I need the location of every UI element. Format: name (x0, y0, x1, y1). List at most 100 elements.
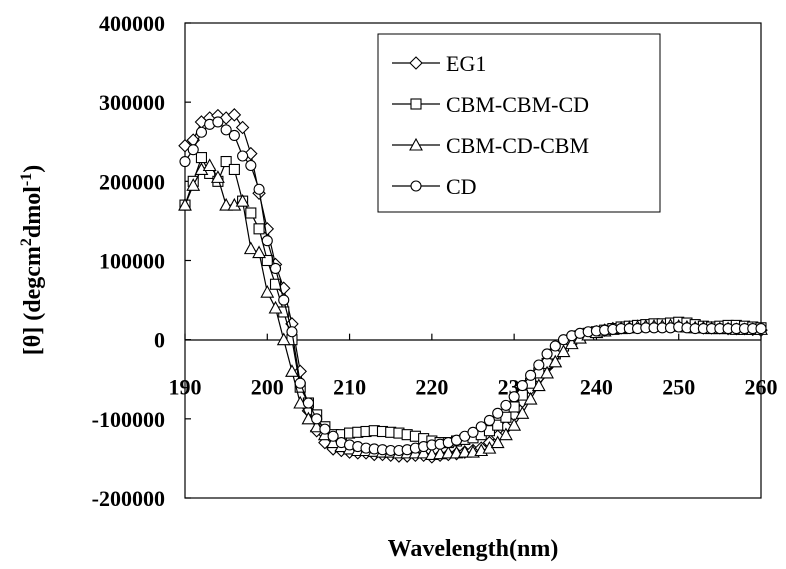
data-point (235, 193, 250, 207)
data-point (269, 262, 282, 274)
data-point (533, 359, 545, 371)
data-point (500, 399, 512, 411)
data-point (278, 294, 290, 306)
y-tick-label: 200000 (99, 169, 165, 194)
data-point (523, 391, 538, 405)
y-tick-label: 400000 (99, 11, 165, 36)
legend-item: EG1 (392, 51, 486, 76)
data-point (507, 418, 522, 431)
data-point (457, 444, 472, 458)
data-point (260, 285, 275, 298)
data-point (294, 377, 306, 389)
data-point (253, 223, 265, 235)
data-point (467, 426, 479, 438)
legend-item: CD (392, 174, 477, 199)
data-point (195, 152, 208, 164)
x-axis-ticks: 190 200 210 220 230 240 250 260 (169, 333, 778, 400)
y-tick-label: -100000 (92, 407, 165, 432)
data-point (212, 116, 224, 128)
y-tick-label: 100000 (99, 249, 165, 274)
legend-label: CD (446, 174, 477, 199)
y-tick-label: 0 (154, 328, 165, 353)
data-point (515, 406, 530, 419)
data-point (261, 235, 273, 247)
y-axis-ticks: -200000 -100000 0 100000 200000 300000 400000 (92, 11, 191, 511)
data-point (285, 364, 299, 377)
data-point (269, 278, 282, 290)
x-axis-title: Wavelength(nm) (388, 536, 559, 562)
legend-label: CBM-CD-CBM (446, 133, 589, 158)
data-point (416, 445, 431, 459)
x-tick-label: 240 (580, 375, 613, 400)
legend-item: CBM-CBM-CD (392, 92, 589, 117)
data-point (219, 197, 234, 211)
legend-marker (410, 180, 422, 192)
data-point (228, 163, 240, 176)
data-point (228, 129, 240, 141)
data-point (178, 197, 192, 211)
data-point (243, 241, 258, 255)
data-point (492, 419, 504, 431)
x-tick-label: 260 (745, 375, 778, 400)
data-point (498, 427, 513, 441)
data-point (549, 340, 561, 352)
legend-marker (410, 98, 422, 110)
data-point (516, 380, 528, 392)
data-point (245, 159, 257, 172)
data-point (508, 391, 520, 403)
data-point (327, 430, 339, 442)
data-point (540, 365, 554, 379)
x-tick-label: 190 (169, 375, 202, 400)
y-axis-title-part-2: dmol (20, 186, 46, 238)
data-point (302, 397, 314, 409)
x-tick-label: 250 (662, 375, 695, 400)
data-point (235, 120, 250, 135)
x-tick-label: 210 (333, 375, 366, 400)
series-layer (178, 108, 768, 464)
data-point (490, 435, 505, 449)
series-cd (179, 116, 767, 457)
data-point (268, 300, 283, 314)
data-point (311, 413, 323, 425)
data-point (202, 158, 217, 172)
data-point (187, 144, 199, 156)
data-point (541, 348, 553, 360)
data-point (252, 245, 266, 259)
y-tick-label: -200000 (92, 486, 165, 511)
y-tick-label: 300000 (99, 90, 165, 115)
data-point (548, 354, 563, 368)
data-point (286, 326, 298, 338)
legend-label: EG1 (446, 51, 486, 76)
legend-marker (409, 56, 423, 70)
legend: EG1 CBM-CBM-CD CBM-CD-CBM CD (377, 33, 661, 213)
data-point (755, 323, 767, 335)
data-point (237, 150, 249, 162)
data-point (220, 155, 232, 168)
legend-box (377, 33, 661, 213)
y-axis-title-part-3: ) (20, 165, 46, 173)
data-point (492, 407, 504, 419)
data-point (245, 207, 257, 219)
y-axis-title-sup-2: -1 (18, 173, 35, 186)
data-point (220, 124, 232, 136)
data-point (227, 108, 242, 122)
legend-label: CBM-CBM-CD (446, 92, 589, 117)
data-point (210, 170, 225, 183)
data-point (253, 183, 265, 195)
y-axis-title-sup-1: 2 (18, 238, 35, 246)
x-tick-label: 220 (415, 375, 448, 400)
data-point (276, 332, 291, 346)
y-axis-title-part-1: [θ] (degcm (20, 246, 46, 355)
data-point (179, 155, 191, 168)
data-point (319, 423, 331, 435)
data-point (195, 126, 208, 138)
data-point (261, 254, 273, 267)
legend-marker (409, 137, 423, 151)
data-point (556, 344, 571, 358)
data-point (483, 414, 496, 426)
data-point (531, 378, 546, 392)
y-axis-title: [θ] (degcm2dmol-1) (18, 165, 46, 356)
data-point (525, 369, 537, 381)
data-point (441, 445, 456, 459)
